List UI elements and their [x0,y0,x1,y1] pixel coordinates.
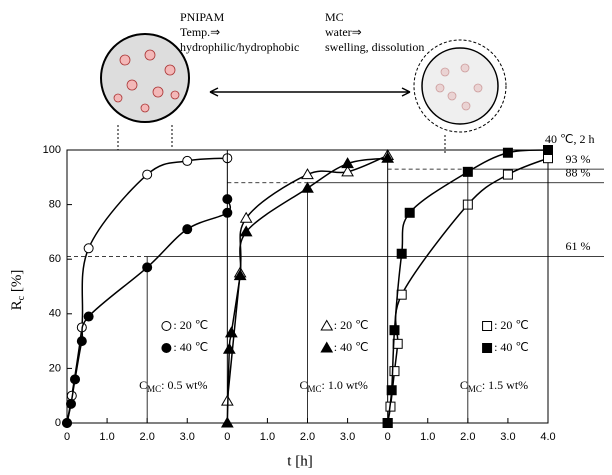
marker [182,224,193,235]
marker [83,311,94,322]
marker [233,269,247,281]
panel-label-sub: MC [307,384,321,394]
x-tick-label: 1.0 [420,431,435,443]
panel-label-main: C [299,378,307,392]
x-tick-label: 1.0 [99,431,114,443]
legend-marker [320,341,334,353]
y-label-sub: c [16,295,27,300]
panel-label-main: C [139,378,147,392]
illus-text: MC [325,10,344,24]
legend-marker [482,321,493,331]
marker [62,418,72,428]
legend-label: : 20 ℃ [173,318,208,332]
marker [239,225,253,237]
marker [224,326,238,338]
marker [341,165,354,177]
legend-marker [482,343,493,353]
illus-text: Temp.⇒ [180,25,220,39]
marker [83,243,94,254]
corner-label: 40 ℃, 2 h [545,132,594,146]
marker [76,336,87,347]
x-tick-label: 3.0 [340,431,355,443]
y-label-main: R [9,300,25,310]
marker [220,416,234,428]
marker [239,211,253,223]
marker [404,207,415,218]
marker [222,342,236,354]
panel-label: CMC: 1.0 wt% [299,378,367,394]
ref-label: 88 % [566,166,591,180]
marker [66,398,77,409]
y-tick-label: 20 [49,362,61,374]
legend-marker [320,319,334,331]
x-tick-label: 2.0 [300,431,315,443]
y-tick-label: 80 [49,199,61,211]
y-tick-label: 0 [55,417,61,429]
marker [543,153,553,164]
x-axis-label: t [h] [287,453,312,469]
illus-text: swelling, dissolution [325,40,424,54]
illustration: PNIPAM Temp.⇒ hydrophilic/hydrophobic MC… [100,10,507,155]
x-tick-label: 0 [385,431,391,443]
x-tick-label: 3.0 [500,431,515,443]
marker [341,157,354,169]
y-tick-label: 40 [49,308,61,320]
ref-label: 61 % [566,239,591,253]
marker [543,145,553,155]
y-axis-label: Rc [%] [9,270,27,311]
legend-label: : 20 ℃ [494,318,529,332]
marker [70,374,81,385]
y-label-unit: [%] [9,270,25,296]
panel-label-sub: MC [468,384,482,394]
marker [382,418,393,428]
mc-particle [421,47,499,125]
panel-label: CMC: 0.5 wt% [139,378,207,394]
marker [386,385,397,396]
x-tick-label: 0 [224,431,230,443]
y-tick-label: 100 [43,144,61,156]
panel-label-rest: : 0.5 wt% [161,378,207,392]
legend-marker [161,321,172,331]
legend-marker [161,343,172,353]
legend-label: : 40 ℃ [173,340,208,354]
illus-text: hydrophilic/hydrophobic [180,40,299,54]
marker [396,248,407,259]
legend-label: : 40 ℃ [334,340,369,354]
marker [301,168,314,180]
y-tick-label: 60 [49,253,61,265]
ref-label: 93 % [566,152,591,166]
x-tick-label: 2.0 [140,431,155,443]
legend-label: : 20 ℃ [334,318,369,332]
x-tick-label: 4.0 [540,431,555,443]
x-tick-label: 1.0 [260,431,275,443]
legend-label: : 40 ℃ [494,340,529,354]
double-arrow [209,87,411,97]
panel-label-rest: : 1.5 wt% [482,378,528,392]
panel-label-main: C [460,378,468,392]
illus-text: PNIPAM [180,10,225,24]
panel-label-rest: : 1.0 wt% [322,378,368,392]
panel-label-sub: MC [147,384,161,394]
marker [389,366,400,377]
panel-label: CMC: 1.5 wt% [460,378,528,394]
marker [502,169,513,180]
x-tick-label: 3.0 [180,431,195,443]
x-tick-label: 0 [64,431,70,443]
guide-lines [117,125,446,155]
marker [142,169,153,180]
marker [182,155,193,166]
marker [396,289,407,300]
marker [502,147,513,158]
marker [389,325,400,336]
illus-text: water⇒ [325,25,362,39]
x-tick-label: 2.0 [460,431,475,443]
mc-shell [413,39,507,133]
